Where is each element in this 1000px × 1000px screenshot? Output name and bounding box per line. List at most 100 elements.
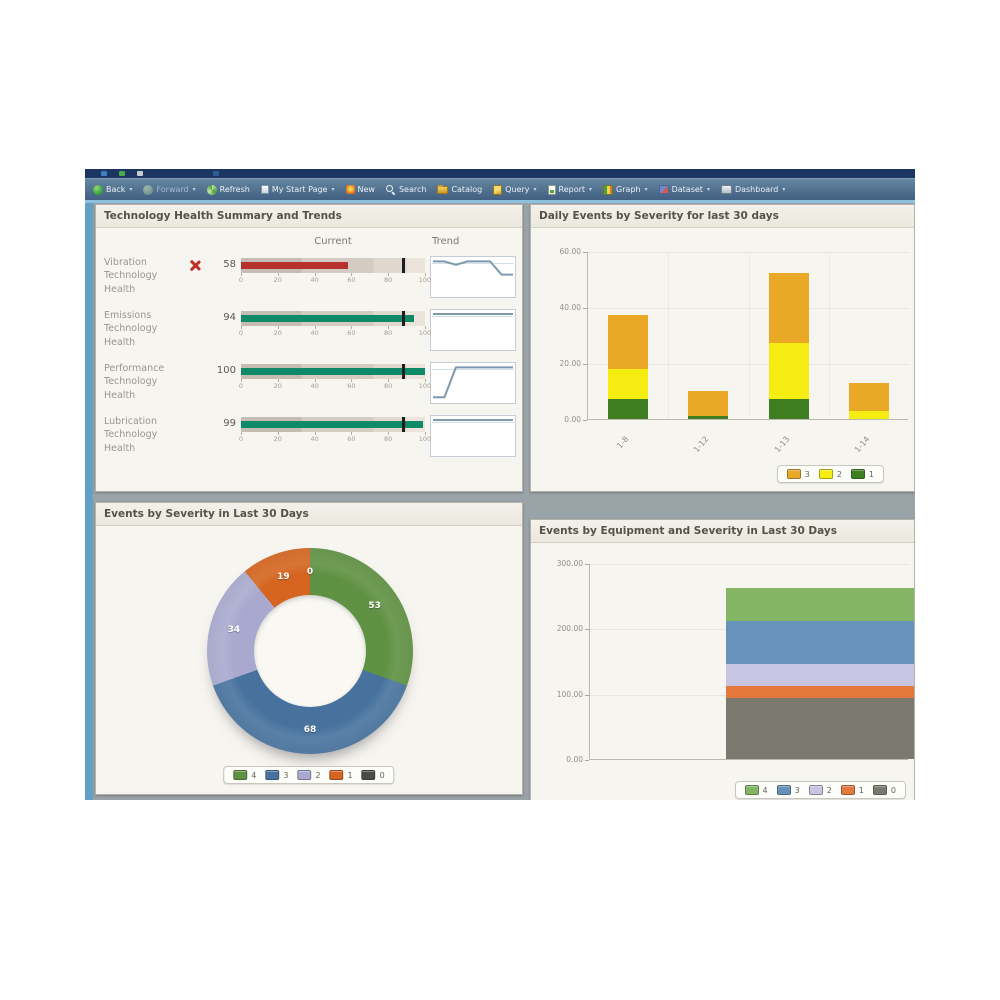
toolbar-item-label: Forward: [156, 185, 189, 194]
health-gauge: 0 20 40 60 80 100: [239, 256, 431, 285]
gauge-axis-label: 100: [418, 435, 432, 443]
toolbar-item-label: Report: [558, 185, 586, 194]
daily-events-legend: 3 2 1: [776, 465, 884, 483]
gauge-axis-tick: [425, 273, 426, 276]
catalog-icon: [437, 184, 449, 194]
bar-segment-severity-1: [726, 685, 914, 699]
gauge-bar: [241, 262, 348, 269]
bar-segment-severity-1: [768, 399, 809, 419]
panel-title-technology-health: Technology Health Summary and Trends: [96, 205, 522, 228]
bullet-gauge: [241, 311, 425, 326]
toolbar-item-dataset[interactable]: Dataset ▾: [658, 185, 710, 194]
legend-swatch: [265, 770, 280, 780]
toolbar-item-label: Dashboard: [734, 185, 779, 194]
toolbar-item-label: Query: [505, 185, 530, 194]
gauge-axis-tick: [351, 273, 353, 276]
gauge-axis-tick: [425, 432, 426, 435]
gauge-axis: 0 20 40 60 80 100: [239, 326, 431, 338]
toolbar-item-graph[interactable]: Graph ▾: [603, 184, 648, 195]
legend-item-4: 4: [233, 770, 256, 780]
legend-item-2: 2: [808, 785, 832, 795]
panel-title-events-by-equipment: Events by Equipment and Severity in Last…: [531, 520, 914, 543]
gauge-axis-tick: [241, 432, 242, 435]
gauge-bar: [241, 421, 424, 428]
legend-swatch: [840, 785, 855, 795]
health-row-value: 58: [223, 259, 236, 270]
gridline: [588, 252, 908, 253]
health-row-label: Emissions Technology Health: [104, 310, 158, 348]
legend-item-1: 1: [850, 469, 874, 479]
donut-slice-label-3: 68: [303, 725, 317, 735]
bar-segment-severity-2: [608, 368, 649, 400]
y-axis-tick-label: 40.00: [559, 303, 581, 312]
legend-label: 2: [315, 770, 321, 780]
gauge-axis-tick: [241, 273, 242, 276]
health-row-label: Lubrication Technology Health: [104, 416, 158, 454]
legend-item-0: 0: [361, 770, 385, 780]
toolbar-item-label: New: [357, 185, 375, 194]
dropdown-arrow-icon: ▾: [129, 186, 133, 193]
legend-item-1: 1: [329, 770, 353, 780]
toolbar-item-search[interactable]: Search: [385, 184, 426, 195]
health-row: Lubrication Technology Health 99 0 20 40 60 80…: [104, 415, 516, 457]
y-axis-tick-label: 100.00: [556, 689, 583, 699]
bar-segment-severity-3: [726, 621, 914, 665]
toolbar-item-back[interactable]: Back ▾: [93, 184, 133, 195]
dropdown-arrow-icon: ▾: [706, 186, 710, 193]
menu-icon: [119, 171, 125, 176]
toolbar-item-forward[interactable]: Forward ▾: [143, 184, 196, 195]
gauge-bar: [241, 315, 414, 322]
legend-label: 0: [379, 770, 385, 780]
toolbar-item-my-start-page[interactable]: My Start Page ▾: [260, 185, 335, 194]
gridline: [590, 564, 908, 565]
toolbar-item-new[interactable]: New: [345, 185, 375, 194]
health-gauge: 0 20 40 60 80 100: [239, 415, 431, 444]
forward-icon: [143, 184, 154, 195]
gauge-axis-tick: [277, 326, 279, 329]
menu-icon: [213, 171, 219, 176]
legend-swatch: [329, 770, 344, 780]
health-row-value: 94: [223, 312, 236, 323]
new-icon: [345, 185, 355, 194]
gauge-axis-tick: [425, 326, 426, 329]
toolbar-item-query[interactable]: Query ▾: [493, 184, 537, 195]
legend-item-0: 0: [872, 785, 896, 795]
gauge-axis-label: 20: [273, 276, 282, 284]
gauge-axis-label: 60: [347, 435, 356, 443]
toolbar-item-refresh[interactable]: Refresh: [206, 184, 250, 195]
toolbar-item-report[interactable]: Report ▾: [547, 184, 593, 195]
y-axis-tick-mark: [585, 760, 589, 761]
toolbar-item-label: Back: [106, 185, 126, 194]
health-column-headers: Current Trend: [104, 236, 516, 247]
gauge-axis-tick: [277, 379, 279, 382]
toolbar-item-dashboard[interactable]: Dashboard ▾: [720, 185, 785, 194]
trend-sparkline: [430, 415, 516, 457]
gauge-axis-tick: [388, 432, 390, 435]
y-axis-tick-mark: [583, 252, 587, 253]
y-axis-tick-mark: [585, 564, 589, 565]
menu-icon: [137, 171, 143, 176]
dropdown-arrow-icon: ▾: [589, 186, 593, 193]
gauge-axis-tick: [351, 379, 353, 382]
bar-segment-severity-3: [608, 315, 649, 369]
daily-events-chart: 0.00 20.00 40.00 60.00 1-8 1-12 1-13 1-14 3 2 1: [531, 228, 914, 491]
bar-segment-severity-2: [726, 664, 914, 686]
my-start-page-icon: [260, 185, 269, 194]
legend-item-2: 2: [818, 469, 842, 479]
legend-swatch: [872, 785, 887, 795]
trend-sparkline: [430, 362, 516, 404]
legend-label: 2: [836, 469, 842, 479]
health-row-value: 100: [216, 365, 236, 376]
gauge-bar: [241, 368, 425, 375]
gauge-axis-label: 60: [347, 276, 356, 284]
gauge-axis-label: 40: [310, 435, 319, 443]
graph-icon: [603, 184, 614, 195]
bullet-gauge: [241, 258, 425, 273]
equipment-severity-plot: [589, 564, 914, 760]
dashboard-content: Technology Health Summary and Trends Cur…: [85, 203, 915, 800]
health-row: Vibration Technology Health 58 0 20 40 60 80 10…: [104, 256, 516, 298]
bar-segment-severity-3: [848, 382, 889, 411]
toolbar-item-catalog[interactable]: Catalog: [437, 184, 482, 194]
legend-item-3: 3: [786, 469, 810, 479]
panel-events-by-severity: Events by Severity in Last 30 Days 53 68 3…: [95, 502, 523, 795]
